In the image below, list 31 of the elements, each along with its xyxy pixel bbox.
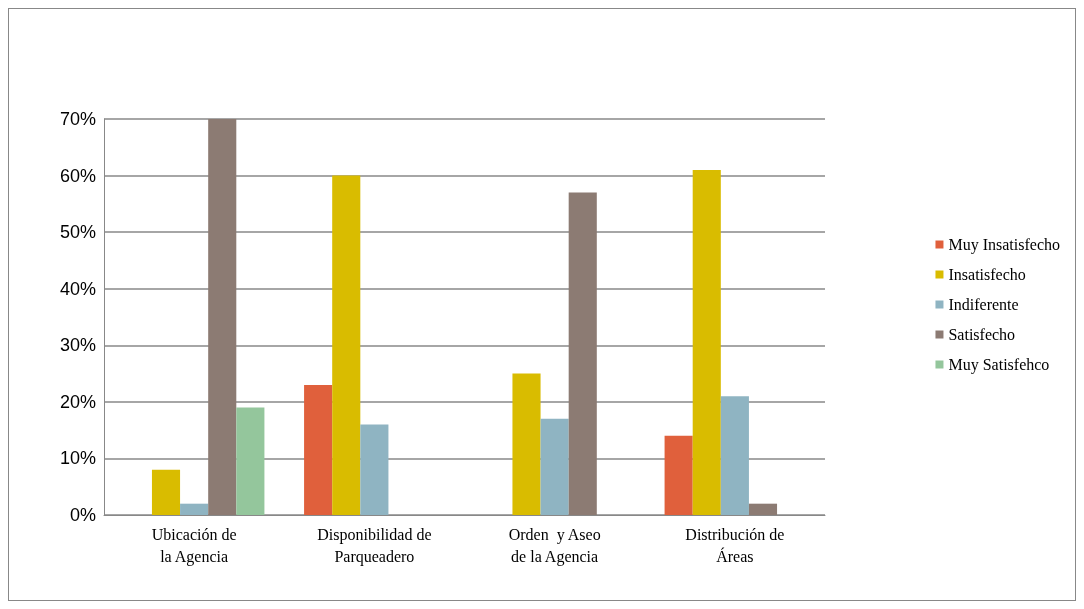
bar: [664, 435, 693, 515]
bar: [236, 407, 265, 515]
bar: [208, 119, 237, 515]
x-tick-label: Disponibilidad de Parqueadero: [317, 525, 432, 566]
bar: [180, 503, 209, 515]
y-tick-label: 40%: [59, 278, 96, 299]
bar: [692, 169, 721, 515]
bar: [360, 424, 389, 515]
y-tick-label: 50%: [59, 222, 96, 243]
bar: [332, 175, 361, 515]
legend-label: Muy Insatisfecho: [948, 236, 1060, 254]
bar: [748, 503, 778, 515]
bar: [151, 469, 181, 515]
y-tick-label: 20%: [59, 391, 96, 412]
y-tick-label: 0%: [69, 505, 96, 525]
bar: [568, 192, 597, 515]
x-tick-label: Ubicación de la Agencia: [151, 525, 237, 566]
legend-label: Indiferente: [948, 296, 1019, 313]
legend-label: Insatisfecho: [948, 266, 1026, 283]
x-tick-label: Distribución de Áreas: [685, 525, 785, 565]
legend-label: Satisfecho: [948, 326, 1016, 343]
bar: [304, 384, 333, 515]
bar: [512, 373, 541, 515]
bar: [540, 418, 569, 515]
y-tick-label: 30%: [59, 335, 96, 356]
y-tick-label: 70%: [59, 109, 96, 129]
y-tick-label: 60%: [59, 165, 96, 186]
legend-label: Muy Satisfehco: [948, 356, 1050, 374]
y-tick-label: 10%: [59, 448, 96, 469]
bar: [720, 396, 749, 515]
x-tick-label: Orden y Aseo de la Agencia: [508, 525, 601, 566]
